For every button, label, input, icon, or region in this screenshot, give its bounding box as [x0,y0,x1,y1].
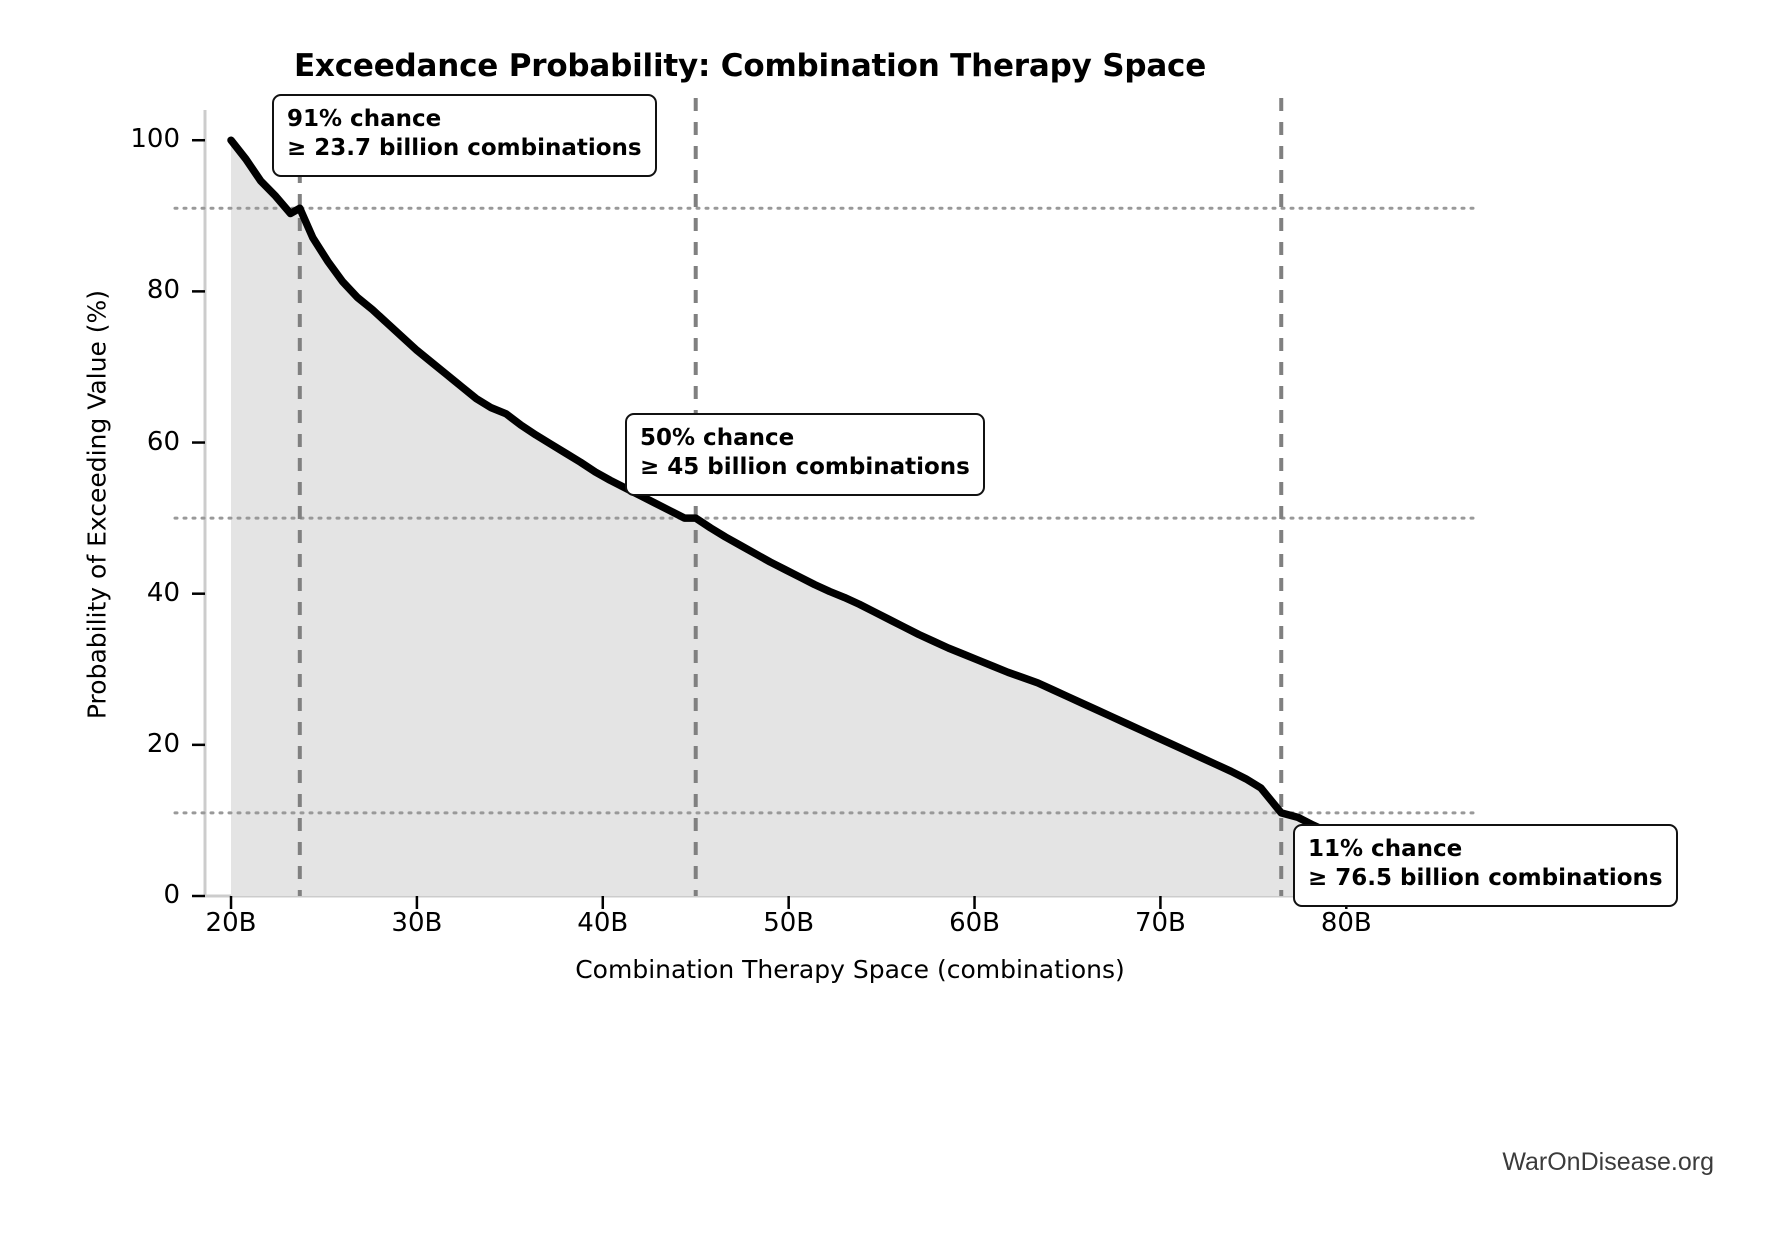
y-axis-label: Probability of Exceeding Value (%) [82,289,112,720]
watermark: WarOnDisease.org [1502,1148,1714,1176]
annotation-50-line2: ≥ 45 billion combinations [640,454,970,481]
x-tick-label-1: 30B [391,908,443,938]
y-tick-label-4: 80 [146,275,180,306]
x-axis-label: Combination Therapy Space (combinations) [575,955,1125,984]
annotation-11-percent: 11% chance ≥ 76.5 billion combinations [1293,824,1678,907]
x-tick-label-6: 80B [1320,908,1372,938]
y-tick-label-2: 40 [146,577,180,608]
annotation-11-line1: 11% chance [1308,836,1463,862]
x-tick-label-0: 20B [205,908,257,938]
annotation-50-line1: 50% chance [640,425,795,451]
y-tick-label-5: 100 [130,124,180,155]
x-tick-label-5: 70B [1134,908,1186,938]
series-area-fill [231,140,1462,896]
annotation-50-percent: 50% chance ≥ 45 billion combinations [625,413,985,496]
y-tick-label-1: 20 [146,728,180,759]
series-line [227,136,1466,898]
x-tick-label-4: 60B [949,908,1000,938]
x-tick-label-3: 50B [763,908,815,938]
x-tick-label-2: 40B [577,908,629,938]
chart-title: Exceedance Probability: Combination Ther… [293,48,1207,84]
annotation-91-line2: ≥ 23.7 billion combinations [287,135,642,162]
y-tick-label-0: 0 [163,880,180,910]
annotation-11-line2: ≥ 76.5 billion combinations [1308,865,1663,892]
annotation-91-line1: 91% chance [287,106,442,132]
y-tick-label-3: 60 [146,426,180,457]
annotation-91-percent: 91% chance ≥ 23.7 billion combinations [272,94,657,177]
